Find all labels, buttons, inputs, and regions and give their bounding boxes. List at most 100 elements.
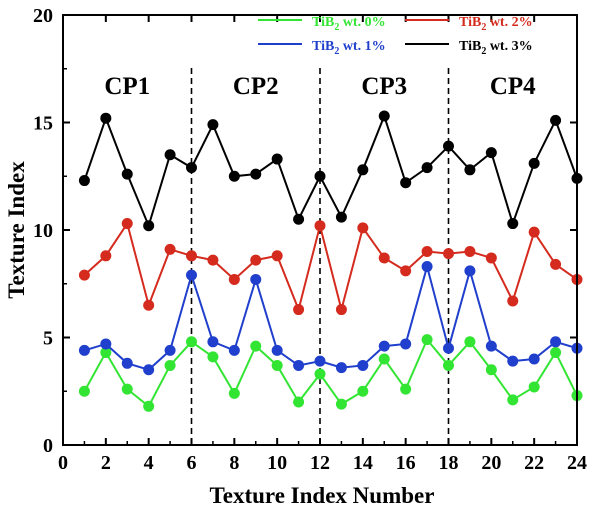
y-axis-title: Texture Index	[4, 161, 29, 299]
legend: TiB2 wt. 0% TiB2 wt. 1% TiB2 wt. 2% TiB2 wt…	[258, 15, 533, 57]
data-point	[271, 153, 283, 165]
cp-region-labels: CP1 CP2 CP3 CP4	[104, 73, 536, 100]
data-point	[550, 114, 562, 126]
data-point	[314, 170, 326, 182]
data-point	[443, 359, 454, 371]
data-point	[121, 357, 133, 369]
data-point	[507, 295, 519, 307]
region-label-cp3: CP3	[361, 73, 407, 100]
legend-label: TiB2 wt. 3%	[459, 39, 533, 57]
data-point	[121, 168, 133, 180]
data-point	[164, 359, 176, 371]
data-point	[485, 147, 497, 159]
data-point	[228, 170, 240, 182]
data-point	[464, 265, 476, 277]
legend-entry: TiB2 wt. 2%	[405, 15, 533, 33]
x-tick-label: 2	[101, 452, 111, 474]
data-point	[400, 338, 412, 350]
data-point	[293, 396, 305, 408]
data-point	[100, 338, 112, 350]
data-point	[378, 252, 390, 264]
data-point	[293, 304, 305, 316]
x-tick-label: 16	[396, 452, 416, 474]
series-1	[78, 261, 583, 376]
y-tick-label: 10	[33, 220, 53, 242]
data-point	[400, 265, 412, 277]
data-point	[293, 213, 305, 225]
series-0	[78, 334, 583, 412]
data-point	[186, 162, 197, 174]
data-point	[507, 355, 519, 367]
data-point	[421, 261, 433, 273]
data-point	[78, 175, 90, 187]
data-point	[357, 385, 369, 397]
data-point	[271, 344, 283, 356]
legend-entry: TiB2 wt. 0%	[258, 15, 386, 33]
legend-label: TiB2 wt. 1%	[312, 39, 386, 57]
data-point	[143, 364, 155, 376]
series-line	[83, 113, 578, 229]
data-point	[464, 336, 476, 348]
data-point	[207, 119, 219, 131]
data-point	[378, 110, 390, 122]
series-layer	[78, 110, 583, 412]
x-tick-label: 12	[310, 452, 330, 474]
data-point	[121, 218, 133, 230]
data-point	[164, 243, 176, 255]
data-point	[207, 351, 219, 363]
data-point	[143, 299, 155, 311]
data-point	[378, 340, 390, 352]
data-point	[100, 250, 112, 262]
data-point	[421, 246, 433, 257]
series-line	[83, 221, 578, 314]
data-point	[400, 383, 412, 395]
data-point	[357, 164, 369, 176]
x-tick-label: 10	[267, 452, 287, 474]
series-line	[83, 337, 578, 408]
data-point	[528, 353, 540, 365]
data-point	[528, 381, 540, 393]
x-tick-label: 8	[229, 452, 239, 474]
data-point	[186, 250, 197, 262]
data-point	[250, 168, 262, 180]
data-point	[314, 220, 326, 232]
data-point	[143, 220, 155, 232]
data-point	[186, 336, 197, 348]
data-point	[186, 269, 197, 281]
data-point	[335, 362, 347, 374]
data-point	[250, 254, 262, 266]
data-point	[464, 246, 476, 257]
data-point	[271, 250, 283, 262]
data-point	[78, 269, 90, 281]
legend-entry: TiB2 wt. 1%	[258, 39, 386, 57]
data-point	[164, 344, 176, 356]
x-axis-title: Texture Index Number	[210, 483, 435, 508]
data-point	[485, 364, 497, 376]
data-point	[335, 211, 347, 223]
y-tick-label: 15	[33, 113, 53, 135]
data-point	[314, 368, 326, 380]
legend-label: TiB2 wt. 0%	[312, 15, 386, 33]
region-label-cp4: CP4	[490, 73, 536, 100]
data-point	[100, 347, 112, 359]
data-point	[78, 385, 90, 397]
data-point	[335, 304, 347, 316]
data-point	[335, 398, 347, 410]
data-point	[485, 340, 497, 352]
data-point	[443, 342, 454, 354]
x-tick-label: 4	[144, 452, 154, 474]
data-point	[164, 149, 176, 161]
data-point	[528, 226, 540, 238]
data-point	[314, 355, 326, 367]
x-tick-label: 22	[524, 452, 544, 474]
data-point	[250, 340, 262, 352]
data-point	[228, 273, 240, 285]
cp-dividers	[190, 68, 450, 445]
data-point	[443, 248, 454, 260]
data-point	[271, 359, 283, 371]
data-point	[550, 336, 562, 348]
data-point	[528, 157, 540, 169]
x-tick-label: 24	[567, 452, 587, 474]
